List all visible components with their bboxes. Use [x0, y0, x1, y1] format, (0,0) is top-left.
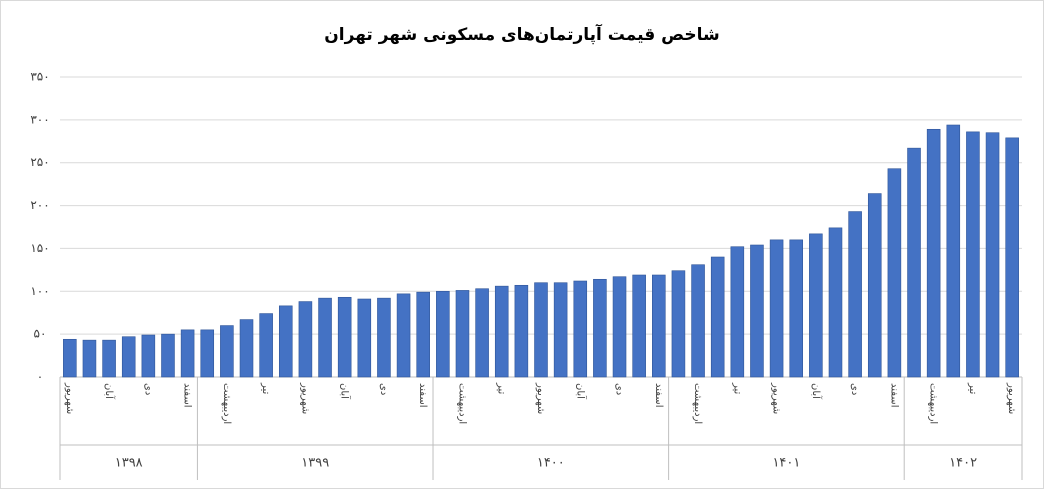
bar: [455, 290, 470, 378]
bar: [494, 285, 509, 378]
y-tick-label: ۵۰: [34, 327, 47, 341]
bar: [652, 274, 666, 378]
x-tick-label: تیر: [496, 382, 507, 395]
group-label: ۱۴۰۰: [537, 456, 565, 471]
bar: [907, 147, 921, 378]
x-tick-label: اردیبهشت: [928, 383, 939, 424]
x-tick-label: اردیبهشت: [456, 383, 467, 424]
bar: [710, 256, 725, 378]
bar: [161, 333, 175, 378]
bar: [180, 329, 195, 378]
bar: [377, 297, 391, 378]
bar: [691, 264, 705, 378]
bar: [337, 296, 352, 378]
bar: [318, 297, 332, 378]
x-tick-label: شهریور: [771, 382, 782, 414]
x-tick-label: تیر: [967, 382, 978, 395]
bar: [848, 211, 862, 378]
x-tick-label: شهریور: [64, 382, 75, 414]
y-tick-label: ۳۰۰: [30, 112, 49, 126]
x-tick-label: آبان: [574, 383, 587, 400]
bar: [553, 282, 568, 378]
bar: [121, 336, 136, 378]
bar: [671, 270, 686, 378]
bar: [612, 276, 627, 378]
bar: [141, 334, 156, 378]
bar: [593, 278, 607, 378]
bar: [887, 168, 902, 378]
x-tick-label: اسفند: [417, 383, 428, 407]
bar: [436, 290, 450, 378]
x-tick-label: شهریور: [1006, 382, 1017, 414]
chart-title: شاخص قیمت آپارتمان‌های مسکونی شهر تهران: [324, 23, 719, 45]
bar: [1005, 137, 1019, 378]
x-tick-label: اسفند: [888, 383, 899, 407]
x-tick-label: اسفند: [182, 383, 193, 407]
y-tick-label: ۲۰۰: [30, 198, 49, 212]
bar: [63, 338, 77, 378]
x-tick-label: شهریور: [535, 382, 546, 414]
bar: [278, 305, 293, 378]
bar: [926, 128, 941, 378]
bar: [985, 132, 1000, 378]
x-tick-label: آبان: [810, 383, 823, 400]
bar: [239, 319, 254, 378]
y-tick-label: ۱۵۰: [30, 241, 49, 255]
group-label: ۱۴۰۱: [772, 456, 800, 471]
x-tick-label: آبان: [339, 383, 352, 400]
x-tick-label: دی: [142, 383, 153, 395]
bar: [298, 301, 313, 378]
bar: [769, 239, 784, 378]
bar: [200, 329, 215, 378]
bar: [475, 288, 489, 378]
bar: [946, 124, 961, 378]
bar: [259, 313, 273, 378]
x-tick-label: دی: [614, 383, 625, 395]
x-tick-label: دی: [378, 383, 389, 395]
x-tick-label: تیر: [260, 382, 271, 395]
x-tick-label: اردیبهشت: [692, 383, 703, 424]
bar: [966, 131, 980, 378]
group-label: ۱۴۰۲: [949, 456, 977, 471]
y-tick-label: ۰: [37, 370, 43, 384]
bar: [534, 282, 548, 378]
x-tick-label: شهریور: [299, 382, 310, 414]
bar: [514, 284, 529, 378]
x-tick-label: تیر: [731, 382, 742, 395]
bar: [573, 280, 588, 378]
x-tick-label: اسفند: [653, 383, 664, 407]
bar: [416, 291, 430, 378]
bar: [396, 293, 411, 378]
y-tick-label: ۲۵۰: [30, 155, 49, 169]
group-label: ۱۳۹۹: [301, 456, 329, 471]
bar: [828, 227, 843, 378]
x-tick-label: دی: [849, 383, 860, 395]
bar: [632, 274, 646, 378]
bar: [220, 325, 234, 378]
bar: [750, 244, 764, 378]
bar: [809, 233, 823, 378]
bar: [102, 339, 116, 378]
x-tick-label: آبان: [103, 383, 116, 400]
y-tick-label: ۱۰۰: [30, 284, 49, 298]
bar: [82, 339, 97, 378]
x-tick-label: اردیبهشت: [221, 383, 232, 424]
bar: [730, 246, 745, 378]
group-label: ۱۳۹۸: [115, 456, 143, 471]
bar: [357, 298, 372, 378]
y-tick-label: ۳۵۰: [30, 70, 49, 84]
bar: [867, 193, 882, 378]
bar: [789, 239, 804, 378]
